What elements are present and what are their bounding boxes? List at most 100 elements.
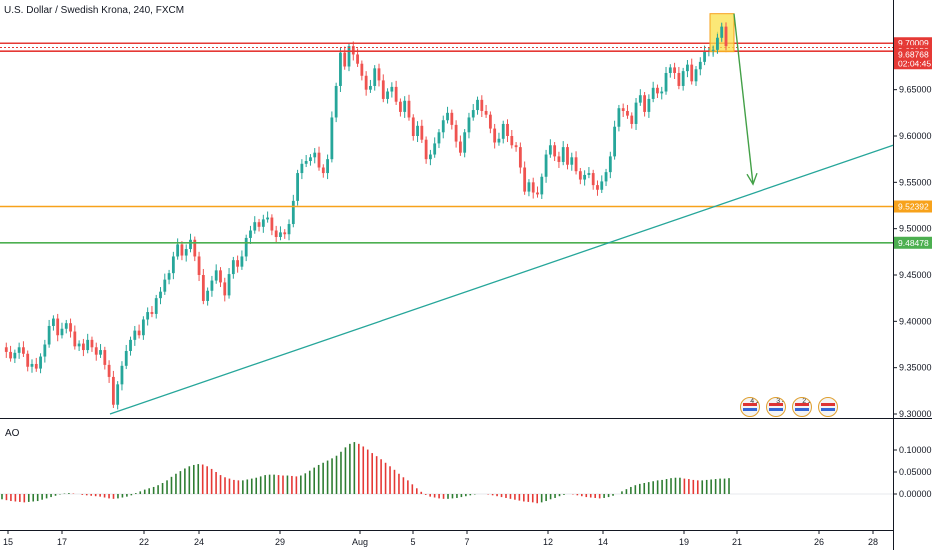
candle-body: [321, 167, 325, 174]
candle-body: [591, 173, 595, 186]
candle-body: [518, 147, 522, 168]
candle-body: [694, 69, 698, 82]
price-axis-label: 9.52392: [898, 202, 929, 212]
symbol-title: U.S. Dollar / Swedish Krona, 240, FXCM: [4, 5, 185, 16]
candle-body: [433, 143, 437, 155]
candle-body: [141, 319, 145, 336]
ao-tick-label: 0.10000: [899, 445, 932, 455]
candle-body: [210, 280, 214, 291]
candle-body: [617, 108, 621, 127]
candle-body: [458, 141, 462, 153]
candle-body: [34, 363, 38, 369]
us-flag-event-icon[interactable]: 2 2: [792, 397, 812, 417]
candle-body: [107, 364, 111, 377]
us-flag-event-icon[interactable]: 4 2: [740, 397, 760, 417]
candle-body: [257, 222, 261, 227]
ao-tick-label: 0.05000: [899, 467, 932, 477]
candle-body: [116, 384, 120, 405]
ao-tick-label: 0.00000: [899, 489, 932, 499]
candle-body: [356, 54, 359, 64]
price-tick-label: 9.60000: [899, 131, 932, 141]
candle-body: [180, 244, 184, 256]
candle-body: [133, 330, 137, 340]
candle-body: [716, 37, 719, 50]
us-flag-event-icon[interactable]: 3 4: [766, 397, 786, 417]
candle-body: [514, 145, 518, 148]
candle-body: [103, 350, 107, 365]
candle-body: [347, 46, 351, 67]
candle-body: [360, 63, 364, 76]
projection-arrow-head: [746, 172, 758, 186]
candle-body: [261, 219, 265, 227]
candle-body: [578, 171, 582, 180]
candle-body: [544, 154, 548, 177]
price-axis-label: 9.48478: [898, 238, 929, 248]
candle-body: [613, 126, 617, 157]
candle-body: [369, 85, 372, 90]
candle-body: [377, 68, 381, 81]
event-count: 2 2: [802, 398, 812, 405]
candle-body: [531, 182, 535, 193]
candle-body: [171, 256, 175, 274]
candle-body: [227, 274, 231, 296]
event-count: 3 4: [776, 398, 786, 405]
candle-body: [420, 125, 424, 140]
candle-body: [309, 157, 312, 162]
candle-body: [506, 123, 509, 136]
candle-body: [270, 217, 274, 231]
candle-body: [608, 156, 612, 173]
candle-body: [523, 167, 527, 192]
time-tick-label: 21: [732, 537, 742, 547]
price-tick-label: 9.55000: [899, 177, 932, 187]
candle-body: [587, 173, 591, 175]
candle-body: [287, 224, 291, 235]
candle-body: [441, 120, 445, 133]
candle-body: [634, 102, 638, 124]
candle-body: [596, 185, 599, 190]
candle-body: [493, 128, 497, 143]
candle-body: [150, 312, 154, 314]
candle-body: [488, 114, 492, 129]
ao-indicator-label: AO: [5, 428, 20, 439]
candle-body: [47, 325, 51, 345]
candle-body: [219, 270, 222, 283]
candle-body: [536, 192, 539, 195]
candle-body: [446, 112, 449, 121]
candle-body: [236, 260, 240, 267]
candle-body: [13, 352, 17, 359]
candle-body: [381, 80, 385, 99]
candle-body: [690, 64, 694, 82]
candle-body: [553, 145, 557, 157]
candle-body: [703, 51, 706, 62]
candle-body: [197, 256, 201, 275]
candle-body: [364, 75, 368, 90]
candle-body: [317, 152, 321, 168]
candle-body: [137, 330, 141, 336]
candle-body: [326, 159, 329, 174]
candle-body: [686, 64, 689, 72]
candle-body: [677, 72, 681, 86]
price-tick-label: 9.40000: [899, 316, 932, 326]
candle-body: [73, 331, 77, 347]
time-tick-label: 15: [3, 537, 13, 547]
us-flag-event-icon[interactable]: [818, 397, 838, 417]
candle-body: [463, 132, 467, 153]
candle-body: [214, 270, 218, 281]
candle-body: [429, 154, 432, 160]
ascending-trendline: [109, 144, 894, 415]
candle-body: [471, 110, 475, 118]
time-tick-label: 22: [139, 537, 149, 547]
candle-body: [231, 260, 235, 275]
candle-body: [373, 68, 377, 86]
candle-body: [244, 237, 248, 257]
price-axis-label: 9.70009: [898, 38, 929, 48]
candle-body: [52, 318, 55, 326]
price-axis-label-bg: [894, 48, 932, 61]
price-tick-label: 9.30000: [899, 409, 932, 419]
candle-body: [9, 351, 12, 359]
candle-body: [724, 26, 728, 47]
candle-body: [574, 157, 578, 172]
candle-body: [201, 275, 205, 301]
